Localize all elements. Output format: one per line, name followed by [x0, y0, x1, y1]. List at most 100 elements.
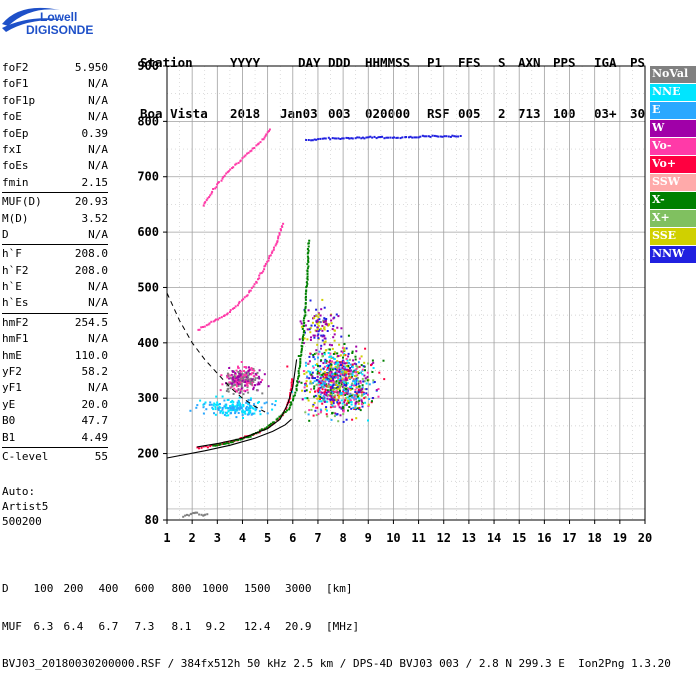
trace-point — [306, 269, 309, 272]
trace-point — [284, 411, 287, 413]
trace-point — [293, 394, 296, 397]
trace-point — [396, 136, 399, 139]
echo-point — [333, 415, 336, 418]
echo-point — [319, 327, 322, 330]
echo-point — [322, 334, 325, 337]
trace-point — [236, 304, 239, 307]
echo-point — [363, 361, 366, 364]
echo-point — [241, 409, 244, 412]
trace-point — [306, 277, 309, 280]
echo-point — [325, 318, 328, 320]
trace-point — [319, 137, 322, 140]
trace-point — [248, 291, 251, 294]
echo-point — [316, 370, 319, 373]
echo-point — [225, 406, 228, 409]
header-values: Boa Vista 2018 Jan03 003 020000 RSF 005 2 713 100… — [140, 105, 645, 122]
echo-point — [316, 375, 319, 378]
echo-point — [358, 389, 361, 392]
legend-item-e: E — [650, 101, 696, 119]
echo-point — [245, 407, 247, 410]
trace-point — [224, 442, 227, 445]
param-value: N/A — [88, 296, 108, 310]
echo-point — [343, 386, 346, 389]
echo-point — [331, 360, 334, 363]
echo-point — [265, 401, 268, 404]
echo-point — [247, 409, 250, 412]
distance-value: 3000 — [285, 582, 312, 595]
echo-point — [348, 376, 351, 379]
param-name: D — [2, 227, 9, 241]
param-separator — [2, 312, 108, 314]
param-row: yE 20.0 — [2, 397, 108, 413]
trace-point — [206, 197, 209, 200]
echo-point — [335, 368, 338, 371]
echo-point — [332, 379, 335, 382]
param-row: hmE 110.0 — [2, 348, 108, 364]
autoscale-info: Auto: Artist5 500200 — [2, 484, 48, 529]
echo-point — [300, 322, 303, 325]
echo-point — [318, 381, 321, 383]
echo-point — [243, 411, 246, 414]
echo-point — [223, 399, 226, 402]
echo-point — [345, 379, 348, 381]
trace-point — [246, 152, 249, 155]
echo-point — [315, 414, 318, 417]
echo-point — [215, 395, 218, 398]
param-row: B1 4.49 — [2, 430, 108, 446]
echo-point — [350, 407, 353, 410]
echo-point — [239, 390, 242, 393]
echo-point — [368, 398, 370, 400]
echo-point — [323, 365, 326, 368]
trace-point — [276, 240, 279, 243]
echo-point — [216, 401, 219, 404]
trace-point — [300, 353, 303, 356]
echo-point — [319, 370, 322, 373]
trace-point — [186, 513, 188, 516]
trace-point — [238, 300, 241, 303]
echo-point — [328, 391, 331, 394]
echo-point — [326, 323, 329, 326]
echo-point — [229, 374, 232, 377]
echo-point — [250, 367, 253, 370]
echo-point — [199, 399, 202, 402]
file-info: BVJ03_20180030200000.RSF / 384fx512h 50 … — [2, 657, 671, 670]
trace-point — [260, 271, 263, 274]
trace-point — [241, 157, 244, 160]
echo-point — [248, 406, 251, 408]
echo-point — [233, 374, 236, 376]
echo-point — [345, 384, 348, 387]
echo-point — [320, 400, 323, 403]
echo-point — [320, 308, 323, 311]
param-row: foEs N/A — [2, 158, 108, 174]
echo-point — [363, 374, 366, 377]
echo-point — [341, 385, 344, 388]
echo-point — [252, 388, 255, 391]
echo-point — [309, 371, 312, 374]
param-row: h`F2 208.0 — [2, 263, 108, 279]
echo-point — [345, 347, 348, 350]
echo-point — [317, 413, 320, 416]
trace-point — [419, 135, 422, 138]
trace-point — [231, 307, 234, 310]
echo-point — [315, 379, 318, 381]
echo-point — [306, 375, 309, 378]
echo-point — [310, 336, 312, 339]
echo-point — [343, 343, 346, 345]
echo-point — [314, 364, 317, 366]
param-row: foF1p N/A — [2, 93, 108, 109]
echo-point — [239, 407, 242, 410]
echo-point — [349, 367, 351, 369]
trace-point — [247, 151, 250, 154]
distance-unit: [km] — [326, 582, 353, 595]
y-tick-label: 900 — [137, 59, 159, 73]
echo-point — [212, 404, 215, 407]
echo-point — [233, 387, 236, 390]
echo-point — [338, 395, 340, 398]
echo-point — [318, 383, 321, 386]
echo-point — [324, 374, 327, 376]
echo-point — [312, 317, 314, 320]
echo-point — [352, 359, 355, 362]
echo-point — [358, 406, 361, 409]
echo-point — [328, 367, 330, 369]
trace-point — [278, 415, 281, 418]
